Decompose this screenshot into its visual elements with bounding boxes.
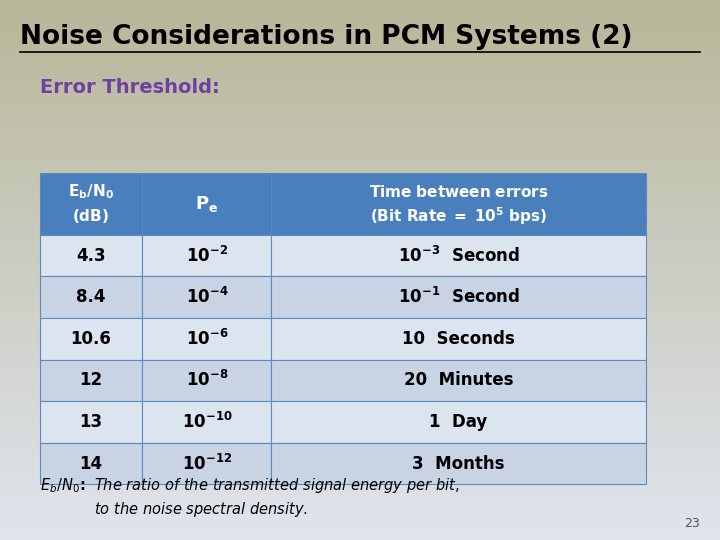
Bar — [40, 276, 143, 318]
Text: $\mathbf{10^{-10}}$: $\mathbf{10^{-10}}$ — [181, 412, 232, 432]
Text: $\mathbf{(dB)}$: $\mathbf{(dB)}$ — [73, 207, 109, 225]
Bar — [271, 235, 646, 276]
Bar — [143, 401, 271, 443]
Text: 20  Minutes: 20 Minutes — [404, 372, 513, 389]
Bar — [271, 276, 646, 318]
Text: $E_b/N_0$:: $E_b/N_0$: — [40, 476, 85, 495]
Text: $\mathbf{10^{-4}}$: $\mathbf{10^{-4}}$ — [186, 287, 228, 307]
Bar — [143, 360, 271, 401]
Text: $\mathbf{10^{-8}}$: $\mathbf{10^{-8}}$ — [186, 370, 228, 390]
Text: 1  Day: 1 Day — [429, 413, 487, 431]
Bar — [271, 401, 646, 443]
Bar — [271, 318, 646, 360]
Text: 10.6: 10.6 — [71, 330, 112, 348]
Bar — [40, 173, 143, 235]
Text: $\mathbf{10^{-1}}$  Second: $\mathbf{10^{-1}}$ Second — [397, 287, 520, 307]
Text: $\mathbf{10^{-12}}$: $\mathbf{10^{-12}}$ — [181, 454, 232, 474]
Text: $\it{to\ the\ noise\ spectral\ density.}$: $\it{to\ the\ noise\ spectral\ density.}… — [94, 500, 307, 519]
Bar — [271, 173, 646, 235]
Bar — [40, 318, 143, 360]
Text: $\mathbf{10^{-3}}$  Second: $\mathbf{10^{-3}}$ Second — [397, 246, 520, 266]
Text: $\mathbf{10^{-2}}$: $\mathbf{10^{-2}}$ — [186, 246, 228, 266]
Bar — [143, 276, 271, 318]
Bar — [271, 360, 646, 401]
Text: 3  Months: 3 Months — [413, 455, 505, 472]
Text: Error Threshold:: Error Threshold: — [40, 78, 220, 97]
Text: 10  Seconds: 10 Seconds — [402, 330, 515, 348]
Bar — [271, 443, 646, 484]
Text: $\mathbf{(Bit\ Rate\ =\ 10^5\ bps)}$: $\mathbf{(Bit\ Rate\ =\ 10^5\ bps)}$ — [370, 205, 547, 227]
Bar — [143, 173, 271, 235]
Bar — [40, 360, 143, 401]
Bar — [143, 318, 271, 360]
Text: 14: 14 — [79, 455, 102, 472]
Text: $\mathbf{Time\ between\ errors}$: $\mathbf{Time\ between\ errors}$ — [369, 184, 549, 200]
Bar — [143, 235, 271, 276]
Text: $\mathbf{10^{-6}}$: $\mathbf{10^{-6}}$ — [186, 329, 228, 349]
Bar — [40, 401, 143, 443]
Text: 12: 12 — [79, 372, 102, 389]
Bar — [40, 235, 143, 276]
Bar — [40, 443, 143, 484]
Text: 13: 13 — [79, 413, 102, 431]
Text: 8.4: 8.4 — [76, 288, 106, 306]
Text: 23: 23 — [684, 517, 700, 530]
Text: $\mathbf{P_e}$: $\mathbf{P_e}$ — [195, 194, 218, 214]
Text: 4.3: 4.3 — [76, 247, 106, 265]
Text: Noise Considerations in PCM Systems (2): Noise Considerations in PCM Systems (2) — [20, 24, 633, 50]
Text: $\mathbf{E_b/N_0}$: $\mathbf{E_b/N_0}$ — [68, 183, 114, 201]
Text: $\it{The\ ratio\ of\ the\ transmitted\ signal\ energy\ per\ bit,}$: $\it{The\ ratio\ of\ the\ transmitted\ s… — [94, 476, 459, 495]
Bar — [143, 443, 271, 484]
